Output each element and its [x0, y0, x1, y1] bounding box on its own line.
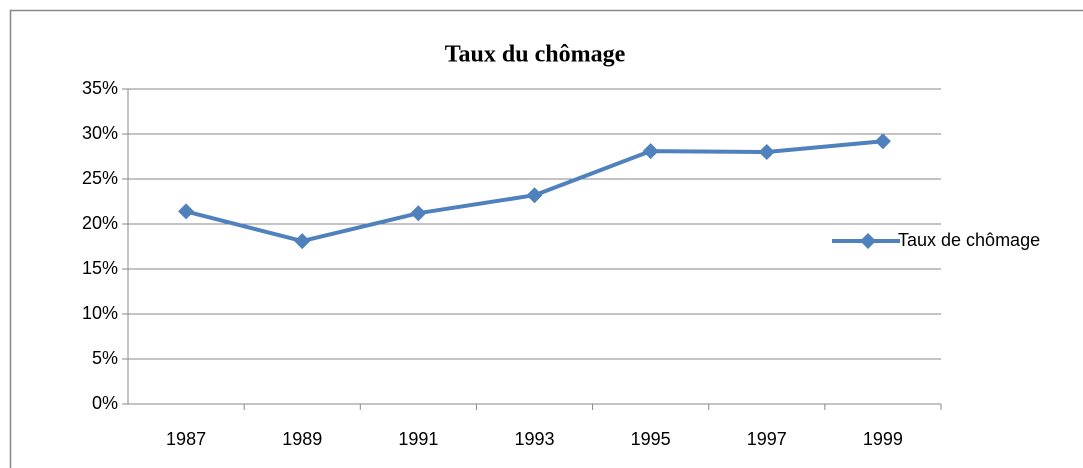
- x-tick-label: 1989: [282, 429, 322, 449]
- y-tick-label: 20%: [82, 213, 118, 233]
- data-point: [410, 205, 427, 222]
- y-tick-label: 35%: [82, 78, 118, 98]
- y-tick-label: 15%: [82, 258, 118, 278]
- data-point: [294, 233, 311, 250]
- data-point: [874, 133, 891, 150]
- y-tick-label: 5%: [92, 348, 118, 368]
- chart-frame: [9, 9, 1083, 468]
- chart-title: Taux du chômage: [445, 42, 626, 68]
- y-tick-label: 30%: [82, 123, 118, 143]
- x-tick-label: 1993: [514, 429, 554, 449]
- x-tick-label: 1995: [631, 429, 671, 449]
- legend-label: Taux de chômage: [898, 230, 1040, 250]
- data-point: [178, 203, 195, 220]
- x-tick-label: 1987: [166, 429, 206, 449]
- data-point: [758, 144, 775, 160]
- y-tick-label: 10%: [82, 303, 118, 323]
- data-point: [642, 143, 659, 160]
- x-tick-label: 1997: [747, 429, 787, 449]
- y-tick-label: 25%: [82, 168, 118, 188]
- legend-marker: [860, 233, 876, 249]
- x-tick-label: 1999: [863, 429, 903, 449]
- data-point: [526, 187, 543, 204]
- y-tick-label: 0%: [92, 393, 118, 413]
- x-tick-label: 1991: [398, 429, 438, 449]
